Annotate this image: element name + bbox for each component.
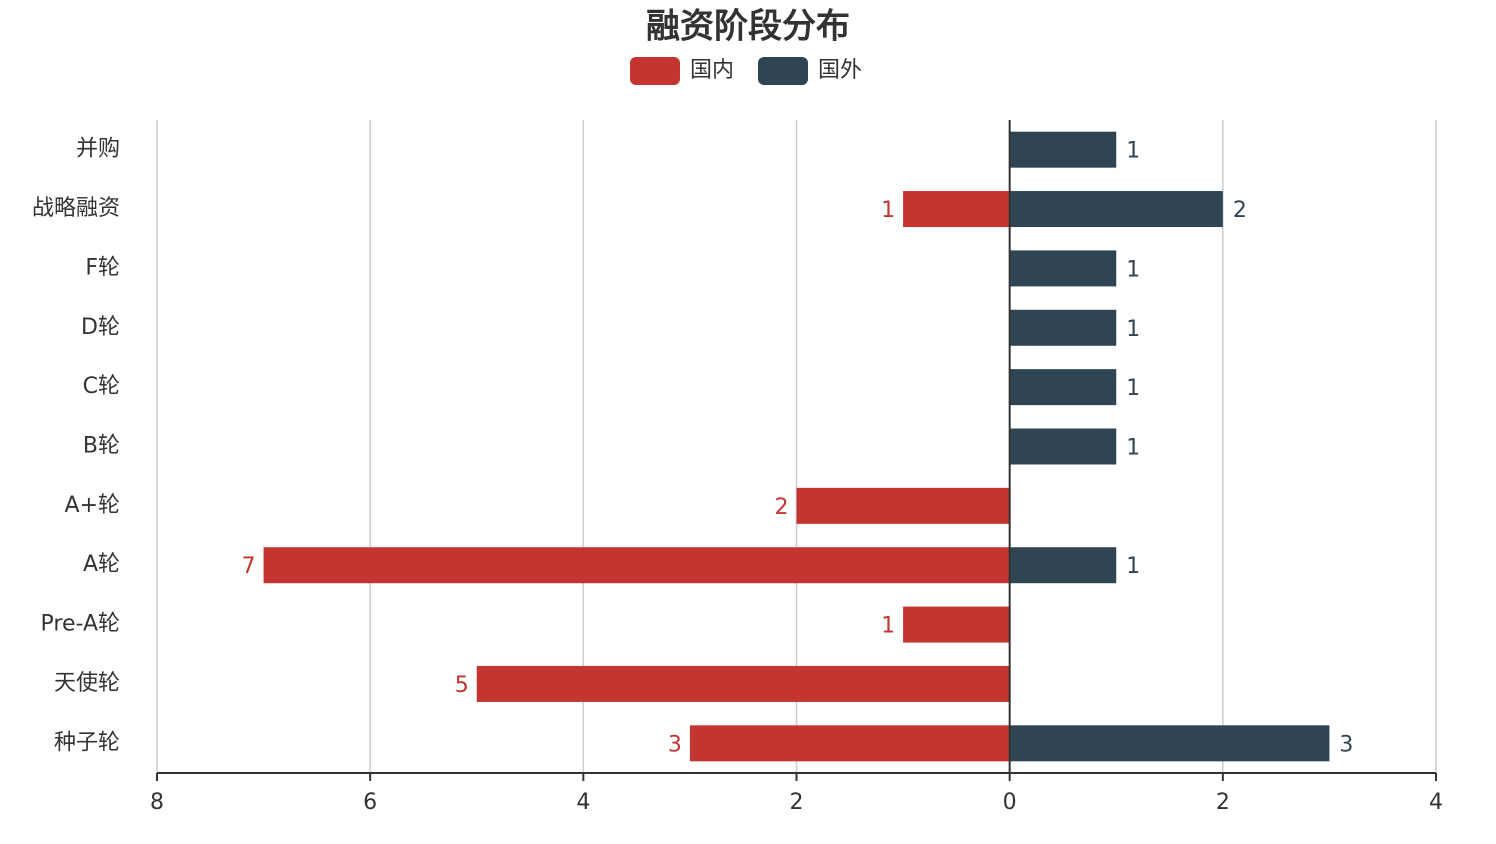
x-tick-label: 0 — [1003, 790, 1017, 815]
bar — [1009, 191, 1223, 228]
chart-title: 融资阶段分布 — [646, 7, 850, 47]
y-tick-label: 种子轮 — [54, 730, 120, 755]
data-label: 3 — [1339, 732, 1353, 757]
y-tick-label: D轮 — [81, 315, 120, 340]
y-tick-label: A+轮 — [65, 493, 120, 518]
legend-label: 国内 — [690, 58, 734, 83]
bar — [263, 547, 1010, 584]
bar — [796, 487, 1010, 524]
bar — [1009, 309, 1117, 346]
legend-swatch — [630, 57, 680, 85]
x-tick-label: 2 — [1216, 790, 1230, 815]
data-label: 1 — [1126, 257, 1140, 282]
x-tick-label: 6 — [363, 790, 377, 815]
y-tick-label: 天使轮 — [54, 671, 120, 696]
bar — [476, 665, 1010, 702]
y-tick-label: C轮 — [83, 374, 120, 399]
data-label: 2 — [775, 495, 789, 520]
legend-label: 国外 — [818, 58, 862, 83]
data-label: 1 — [881, 198, 895, 223]
bar — [1009, 547, 1117, 584]
data-label: 1 — [1126, 436, 1140, 461]
data-label: 2 — [1233, 198, 1247, 223]
legend-swatch — [758, 57, 808, 85]
data-label: 1 — [1126, 376, 1140, 401]
bar — [1009, 131, 1117, 168]
bar — [903, 606, 1010, 643]
y-tick-label: Pre-A轮 — [41, 612, 120, 637]
data-label: 1 — [881, 614, 895, 639]
data-label: 3 — [668, 732, 682, 757]
data-label: 1 — [1126, 317, 1140, 342]
bar — [1009, 369, 1117, 406]
bar — [903, 191, 1010, 228]
y-tick-label: F轮 — [85, 255, 120, 280]
y-tick-label: A轮 — [83, 552, 120, 577]
bar — [1009, 250, 1117, 287]
data-label: 7 — [242, 554, 256, 579]
data-label: 1 — [1126, 139, 1140, 164]
x-tick-label: 4 — [1429, 790, 1443, 815]
x-tick-label: 8 — [150, 790, 164, 815]
x-tick-label: 4 — [576, 790, 590, 815]
bar — [689, 725, 1010, 762]
y-tick-label: 并购 — [76, 137, 120, 162]
bar — [1009, 428, 1117, 465]
y-tick-label: B轮 — [83, 434, 120, 459]
y-tick-label: 战略融资 — [32, 196, 120, 221]
data-label: 5 — [455, 673, 469, 698]
bar — [1009, 725, 1330, 762]
x-tick-label: 2 — [790, 790, 804, 815]
data-label: 1 — [1126, 554, 1140, 579]
